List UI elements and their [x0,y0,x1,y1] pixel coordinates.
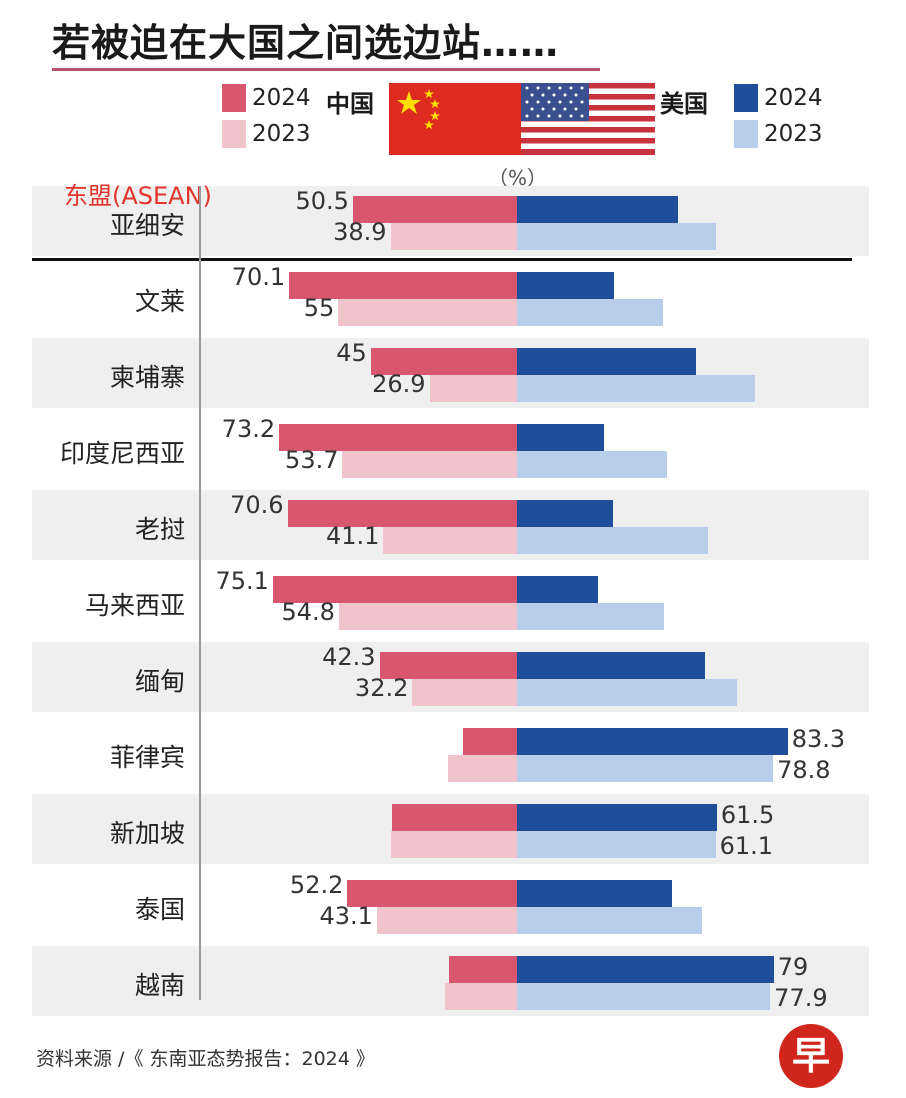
bar-china-2023 [390,223,517,250]
data-label-china-2023: 32.2 [354,674,409,702]
bar-us-2023 [517,299,664,326]
bar-us-2024 [517,804,717,831]
bar-china-2023 [445,983,517,1010]
source-footer: 资料来源 /《 东南亚态势报告：2024 》 [36,1048,375,1070]
bar-china-2024 [289,272,517,299]
us-flag-icon [521,83,655,155]
bar-us-2023 [517,907,702,934]
category-label: 印度尼西亚 [59,439,185,468]
bar-us-2023 [517,831,716,858]
bar-china-2023 [342,451,517,478]
data-label-china-2024: 75.1 [215,567,269,595]
bar-china-2023 [390,831,517,858]
publisher-logo: 早 [779,1024,843,1088]
data-label-us-2023: 77.9 [774,984,828,1012]
bar-china-2023 [412,679,517,706]
china-flag-icon [389,83,521,155]
bar-us-2024 [517,272,615,299]
bar-us-2023 [517,375,755,402]
bar-us-2023 [517,755,774,782]
data-label-us-2024: 83.3 [791,725,846,753]
bar-china-2024 [287,500,517,527]
bar-china-2024 [448,956,517,983]
legend-label-us-2024: 2024 [764,85,823,111]
bar-china-2024 [379,652,517,679]
bar-china-2024 [272,576,517,603]
data-label-china-2024: 70.1 [231,263,286,291]
data-label-china-2024: 50.5 [295,187,349,215]
category-label: 马来西亚 [84,591,185,620]
bar-us-2024 [517,424,605,451]
asean-tag: 东盟(ASEAN) [64,182,212,210]
legend-label-us-2023: 2023 [764,121,823,147]
data-label-china-2023: 54.8 [281,598,335,626]
bar-us-2024 [517,196,678,223]
label-axis-line [199,186,201,1000]
data-label-china-2023: 43.1 [319,902,373,930]
data-label-us-2024: 79 [777,953,809,981]
legend-country-china: 中国 [326,90,374,118]
bar-us-2024 [517,500,613,527]
data-label-china-2023: 41.1 [326,522,380,550]
data-label-china-2023: 38.9 [333,218,387,246]
bar-china-2023 [429,375,517,402]
bar-us-2023 [517,451,668,478]
data-label-us-2024: 61.5 [720,801,775,829]
data-label-china-2024: 45 [336,339,367,367]
bar-china-2023 [448,755,517,782]
bar-us-2024 [517,880,673,907]
bar-us-2023 [517,603,664,630]
data-label-china-2024: 73.2 [221,415,276,443]
bar-us-2024 [517,956,774,983]
data-label-china-2023: 26.9 [372,370,426,398]
category-label: 文莱 [134,287,185,316]
category-label: 亚细安 [109,211,185,240]
bar-us-2024 [517,576,598,603]
legend-label-china-2023: 2023 [252,121,311,147]
category-label: 缅甸 [134,667,185,696]
bar-us-2024 [517,652,705,679]
data-label-china-2024: 70.6 [230,491,284,519]
category-label: 老挝 [134,515,185,544]
bar-us-2024 [517,348,696,375]
bar-us-2023 [517,983,771,1010]
legend-swatch-china-2024 [222,84,246,112]
asean-separator-line [32,258,852,261]
legend-swatch-china-2023 [222,120,246,148]
bar-china-2023 [338,603,517,630]
category-label: 柬埔寨 [109,363,185,392]
data-label-us-2023: 78.8 [777,756,831,784]
bar-china-2024 [391,804,517,831]
category-label: 新加坡 [109,819,185,848]
bar-china-2024 [462,728,517,755]
bar-us-2023 [517,223,716,250]
bar-china-2024 [279,424,517,451]
bar-china-2023 [376,907,517,934]
data-label-china-2023: 55 [303,294,335,322]
bar-us-2023 [517,527,709,554]
data-label-china-2024: 52.2 [289,871,344,899]
bar-china-2023 [338,299,517,326]
data-label-china-2024: 42.3 [322,643,376,671]
legend-label-china-2024: 2024 [252,85,311,111]
bar-china-2024 [370,348,517,375]
data-label-us-2023: 61.1 [719,832,773,860]
legend-country-us: 美国 [660,90,708,118]
bar-china-2024 [347,880,517,907]
data-label-china-2023: 53.7 [285,446,339,474]
logo-glyph: 早 [791,1034,830,1078]
legend-swatch-us-2024 [734,84,758,112]
legend-swatch-us-2023 [734,120,758,148]
bar-china-2024 [352,196,517,223]
category-label: 越南 [134,971,185,1000]
title-underline [52,68,600,71]
category-label: 泰国 [134,895,185,924]
chart-title: 若被迫在大国之间选边站…… [52,21,560,65]
bar-china-2023 [383,527,517,554]
bar-us-2023 [517,679,738,706]
bar-us-2024 [517,728,788,755]
category-label: 菲律宾 [109,743,185,772]
